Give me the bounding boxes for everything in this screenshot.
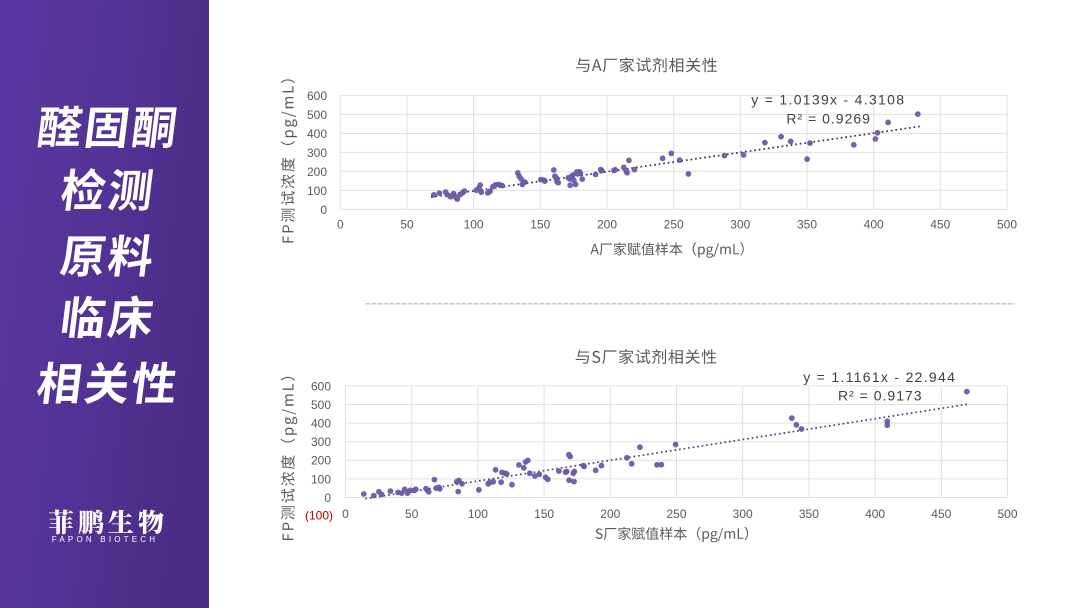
svg-text:450: 450 bbox=[931, 507, 951, 521]
svg-text:450: 450 bbox=[930, 218, 950, 232]
svg-text:100: 100 bbox=[464, 218, 484, 232]
svg-text:100: 100 bbox=[468, 507, 488, 521]
svg-text:250: 250 bbox=[664, 218, 684, 232]
svg-text:R² = 0.9173: R² = 0.9173 bbox=[838, 388, 923, 404]
svg-text:600: 600 bbox=[311, 379, 331, 393]
svg-text:300: 300 bbox=[307, 146, 327, 160]
svg-text:400: 400 bbox=[864, 218, 884, 232]
svg-text:300: 300 bbox=[733, 507, 753, 521]
svg-text:R² = 0.9269: R² = 0.9269 bbox=[786, 111, 871, 127]
svg-text:0: 0 bbox=[342, 507, 349, 521]
svg-text:500: 500 bbox=[997, 218, 1017, 232]
svg-text:400: 400 bbox=[311, 417, 331, 431]
svg-text:100: 100 bbox=[311, 472, 331, 486]
svg-text:0: 0 bbox=[320, 203, 327, 217]
svg-text:500: 500 bbox=[997, 507, 1017, 521]
svg-text:400: 400 bbox=[865, 507, 885, 521]
svg-text:500: 500 bbox=[307, 108, 327, 122]
svg-text:50: 50 bbox=[405, 507, 419, 521]
svg-text:350: 350 bbox=[797, 218, 817, 232]
svg-text:y = 1.1161x - 22.944: y = 1.1161x - 22.944 bbox=[803, 369, 956, 385]
svg-text:200: 200 bbox=[600, 507, 620, 521]
svg-text:150: 150 bbox=[534, 507, 554, 521]
svg-text:200: 200 bbox=[307, 165, 327, 179]
svg-text:600: 600 bbox=[307, 89, 327, 103]
svg-text:200: 200 bbox=[597, 218, 617, 232]
svg-text:0: 0 bbox=[337, 218, 344, 232]
svg-text:0: 0 bbox=[324, 491, 331, 505]
svg-text:100: 100 bbox=[307, 184, 327, 198]
svg-text:250: 250 bbox=[666, 507, 686, 521]
svg-text:200: 200 bbox=[311, 454, 331, 468]
svg-text:500: 500 bbox=[311, 398, 331, 412]
svg-text:350: 350 bbox=[799, 507, 819, 521]
svg-text:150: 150 bbox=[530, 218, 550, 232]
svg-text:FAPON BIOTECH: FAPON BIOTECH bbox=[52, 535, 159, 544]
svg-text:50: 50 bbox=[400, 218, 414, 232]
svg-text:(100): (100) bbox=[305, 509, 333, 523]
svg-text:300: 300 bbox=[311, 435, 331, 449]
svg-text:400: 400 bbox=[307, 127, 327, 141]
svg-text:300: 300 bbox=[730, 218, 750, 232]
svg-text:y = 1.0139x - 4.3108: y = 1.0139x - 4.3108 bbox=[751, 91, 905, 107]
